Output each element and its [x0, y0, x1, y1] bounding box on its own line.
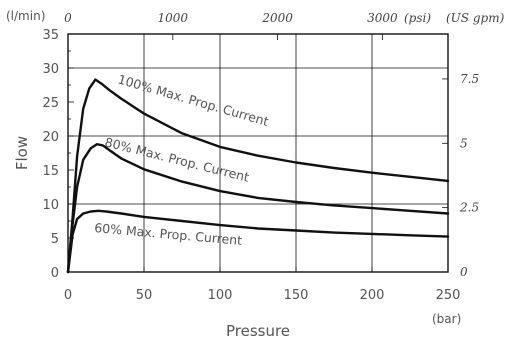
y-tick-label: 10 — [42, 198, 59, 213]
right-tick-label: 7.5 — [460, 72, 479, 86]
top-axis-unit: (psi) — [404, 11, 431, 25]
grid-lines — [68, 34, 448, 272]
x-tick-label: 100 — [208, 288, 233, 303]
y-tick-label: 5 — [51, 232, 59, 247]
right-tick-label: 0 — [460, 265, 468, 279]
curves — [66, 78, 450, 274]
curve-series-0 — [66, 78, 450, 274]
curve-label-100: 100% Max. Prop. Current — [116, 71, 270, 128]
x-axis-title: Pressure — [226, 322, 290, 340]
y-tick-label: 25 — [42, 96, 59, 111]
curve-series-1 — [66, 143, 450, 274]
y-tick-label: 35 — [42, 28, 59, 43]
top-tick-label: 2000 — [261, 11, 293, 25]
top-tick-label: 3000 — [367, 11, 398, 25]
x-tick-label: 0 — [64, 288, 72, 303]
x-tick-label: 250 — [436, 288, 461, 303]
x-tick-label: 150 — [284, 288, 309, 303]
y-axis-title: Flow — [13, 136, 31, 170]
x-axis-unit: (bar) — [432, 312, 461, 326]
top-tick-label: 0 — [64, 11, 72, 25]
right-tick-label: 5 — [460, 136, 468, 150]
y-tick-label: 15 — [42, 164, 59, 179]
x-tick-label: 50 — [136, 288, 153, 303]
y-axis-unit: (l/min) — [6, 9, 45, 23]
right-axis-unit: (US gpm) — [446, 11, 505, 25]
y-tick-label: 30 — [42, 62, 59, 77]
x-tick-label: 200 — [360, 288, 385, 303]
curve-series-2 — [66, 209, 450, 274]
right-tick-label: 2.5 — [459, 201, 479, 215]
tick-marks — [67, 33, 449, 273]
top-tick-label: 1000 — [158, 11, 189, 25]
y-tick-label: 0 — [51, 266, 59, 281]
y-tick-label: 20 — [42, 130, 59, 145]
